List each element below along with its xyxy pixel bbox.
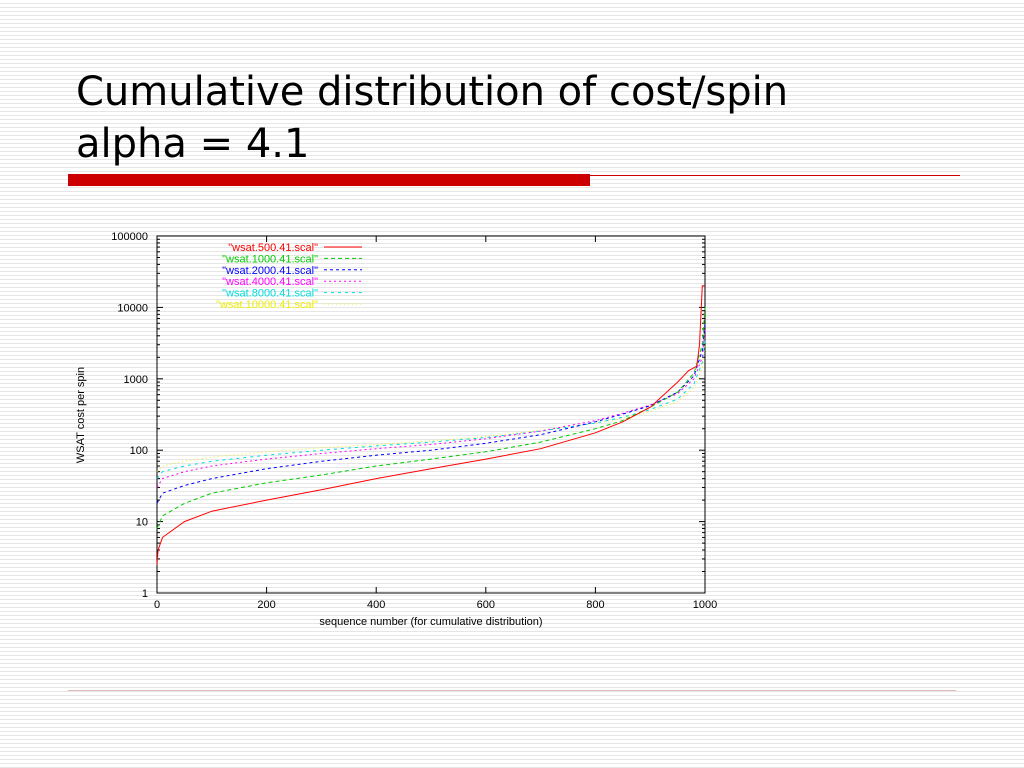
y-tick-label: 100000: [111, 231, 148, 243]
y-tick-label: 10: [136, 517, 148, 529]
x-tick-label: 600: [477, 599, 495, 611]
series-line-2: [156, 323, 706, 504]
x-tick-label: 200: [257, 599, 275, 611]
y-tick-label: 1: [142, 588, 148, 600]
title-accent-bar: [68, 174, 590, 186]
series-lines: [156, 285, 706, 565]
x-axis-label: sequence number (for cumulative distribu…: [319, 616, 542, 628]
legend-label-4: "wsat.8000.41.scal": [222, 288, 318, 300]
y-tick-label: 1000: [124, 374, 148, 386]
y-axis-ticks: 1 10 100 1000 10000 100000: [111, 231, 705, 600]
title-accent-line: [590, 175, 960, 176]
y-tick-label: 10000: [117, 302, 148, 314]
series-line-5: [156, 344, 706, 473]
plot-frame: [156, 235, 706, 594]
x-axis-ticks: 0 200 400 600 800 1000: [154, 236, 717, 611]
y-tick-label: 100: [130, 445, 148, 457]
slide-title-line-2: alpha = 4.1: [76, 121, 310, 167]
series-line-1: [156, 307, 706, 529]
legend-label-0: "wsat.500.41.scal": [228, 242, 318, 254]
series-line-0: [156, 285, 705, 565]
legend-label-1: "wsat.1000.41.scal": [222, 253, 318, 265]
x-tick-label: 1000: [693, 599, 717, 611]
legend-label-5: "wsat.10000.41.scal": [216, 299, 318, 311]
y-axis-label: WSAT cost per spin: [75, 367, 87, 463]
series-line-3: [156, 328, 706, 488]
x-tick-label: 800: [586, 599, 604, 611]
slide-title: Cumulative distribution of cost/spin alp…: [76, 66, 788, 170]
x-tick-label: 400: [367, 599, 385, 611]
series-line-4: [156, 339, 706, 479]
x-tick-label: 0: [154, 599, 160, 611]
slide-title-line-1: Cumulative distribution of cost/spin: [76, 69, 789, 115]
legend: "wsat.500.41.scal""wsat.1000.41.scal""ws…: [216, 242, 362, 311]
legend-label-3: "wsat.4000.41.scal": [222, 276, 318, 288]
footer-rule: [68, 690, 956, 691]
legend-label-2: "wsat.2000.41.scal": [222, 265, 318, 277]
